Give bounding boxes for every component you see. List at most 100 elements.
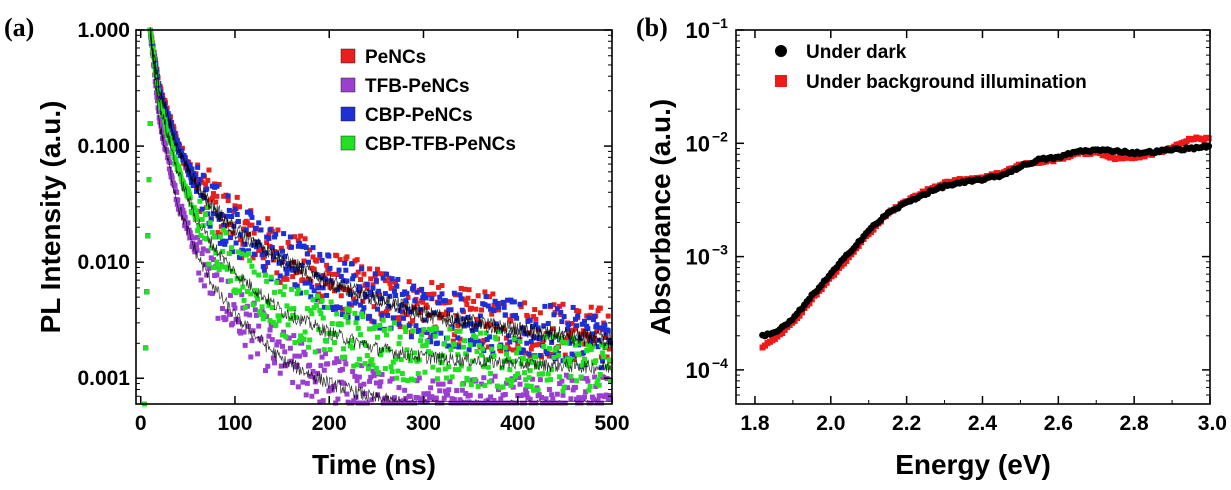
data-point xyxy=(285,322,291,328)
data-point xyxy=(586,315,592,321)
data-point xyxy=(425,292,431,298)
data-point xyxy=(356,356,362,362)
data-point xyxy=(376,291,382,297)
data-point xyxy=(265,216,271,222)
data-point xyxy=(510,347,516,353)
data-point xyxy=(498,348,504,354)
data-point xyxy=(324,338,330,344)
data-point xyxy=(224,309,230,315)
data-point xyxy=(210,257,216,263)
data-point xyxy=(488,322,494,328)
data-point xyxy=(227,278,233,284)
data-point xyxy=(372,271,378,277)
data-point xyxy=(303,289,309,295)
data-point xyxy=(417,338,423,344)
data-point xyxy=(550,334,556,340)
data-point xyxy=(308,294,314,300)
data-point xyxy=(295,287,301,293)
data-point xyxy=(477,313,483,319)
x-tick-label: 2.6 xyxy=(1044,412,1073,435)
data-point xyxy=(249,222,255,228)
data-point xyxy=(364,285,370,291)
data-point xyxy=(568,396,574,402)
data-point xyxy=(223,238,229,244)
data-point xyxy=(456,367,462,373)
data-point xyxy=(278,363,284,369)
data-point xyxy=(188,202,194,208)
data-point xyxy=(350,276,356,282)
x-tick-label: 2.2 xyxy=(892,412,921,435)
data-point xyxy=(581,356,587,362)
data-point xyxy=(330,271,336,277)
data-point xyxy=(581,318,587,324)
data-point xyxy=(279,343,285,349)
data-point xyxy=(501,400,507,406)
data-point xyxy=(359,266,365,272)
data-point xyxy=(302,280,308,286)
data-point xyxy=(405,377,411,383)
data-point xyxy=(213,199,219,205)
data-point xyxy=(532,307,538,313)
data-point xyxy=(251,269,257,275)
data-point xyxy=(194,242,200,248)
data-point xyxy=(335,272,341,278)
data-point xyxy=(197,198,203,204)
data-point xyxy=(284,303,290,309)
data-point xyxy=(342,354,348,360)
data-point xyxy=(216,267,222,273)
data-point xyxy=(567,340,573,346)
y-tick-exponent: −2 xyxy=(712,128,728,144)
panel-a-letter: (a) xyxy=(4,13,34,42)
data-point xyxy=(494,301,500,307)
data-point xyxy=(264,278,270,284)
data-point xyxy=(336,267,342,273)
data-point xyxy=(410,318,416,324)
data-point xyxy=(565,385,571,391)
data-point xyxy=(592,313,598,319)
data-point xyxy=(319,354,325,360)
data-point xyxy=(574,378,580,384)
data-point xyxy=(528,339,534,345)
data-point xyxy=(486,379,492,385)
data-point xyxy=(243,227,249,233)
panel-a-data xyxy=(141,26,613,407)
data-point xyxy=(337,257,343,263)
data-point xyxy=(229,245,235,251)
data-point xyxy=(308,373,314,379)
legend-marker xyxy=(340,77,356,93)
data-point xyxy=(313,258,319,264)
data-point xyxy=(354,378,360,384)
data-point xyxy=(373,380,379,386)
data-point xyxy=(389,276,395,282)
data-point xyxy=(304,306,310,312)
data-point xyxy=(423,295,429,301)
data-point xyxy=(159,128,165,134)
data-point xyxy=(524,340,530,346)
data-point xyxy=(482,289,488,295)
data-point xyxy=(346,301,352,307)
data-point xyxy=(600,350,606,356)
data-point xyxy=(339,366,345,372)
data-point xyxy=(464,322,470,328)
data-point xyxy=(462,286,468,292)
data-point xyxy=(596,382,602,388)
data-point xyxy=(301,336,307,342)
data-point xyxy=(451,397,457,403)
data-point xyxy=(496,329,502,335)
data-point xyxy=(598,342,604,348)
data-point xyxy=(460,344,466,350)
data-point xyxy=(425,391,431,397)
data-point xyxy=(493,321,499,327)
data-point xyxy=(393,279,399,285)
data-point xyxy=(382,365,388,371)
data-point xyxy=(368,374,374,380)
data-point xyxy=(479,352,485,358)
data-point xyxy=(419,332,425,338)
data-point xyxy=(153,72,159,78)
data-point xyxy=(376,370,382,376)
data-point xyxy=(296,353,302,359)
data-point xyxy=(537,352,543,358)
data-point xyxy=(436,284,442,290)
data-point xyxy=(442,388,448,394)
panel-a-legend: PeNCs TFB-PeNCs CBP-PeNCs CBP-TFB-PeNCs xyxy=(340,47,516,155)
